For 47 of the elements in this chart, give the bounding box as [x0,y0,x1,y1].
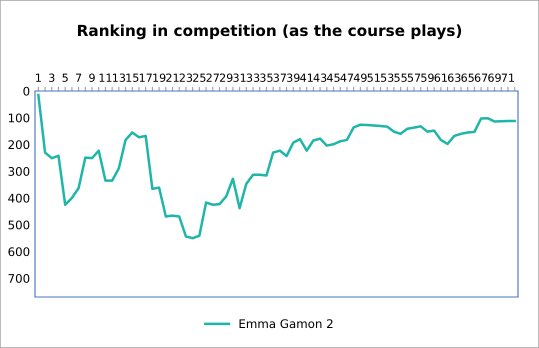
x-tick-label: 29 [220,74,232,82]
x-tick-label: 57 [408,74,420,82]
y-tick-label: 400 [8,194,30,203]
y-tick-label: 100 [8,113,30,122]
y-tick-label: 500 [8,220,30,230]
x-tick-label: 1 [36,74,41,82]
x-tick-label: 33 [246,74,260,82]
x-tick-label: 37 [274,74,286,82]
x-tick-label: 17 [140,74,152,82]
x-tick-label: 59 [421,74,434,82]
y-tick-label: 200 [8,140,30,150]
x-tick-label: 45 [326,74,340,82]
x-tick-label: 63 [448,74,460,82]
legend-label: Emma Gamon 2 [240,319,332,328]
x-tick-label: 23 [180,74,192,82]
x-tick-label: 55 [394,74,407,82]
x-tick-label: 25 [193,74,206,82]
x-tick-label: 43 [314,74,326,82]
x-tick-label: 49 [354,74,367,82]
x-tick-label: 69 [488,74,501,82]
x-tick-label: 65 [461,74,474,82]
x-tick-label: 5 [62,74,68,82]
x-tick-label: 61 [434,74,447,82]
x-tick-label: 67 [474,74,488,82]
x-tick-label: 11 [100,74,112,82]
x-tick-label: 41 [300,74,313,82]
x-tick-label: 27 [206,74,219,82]
x-tick-label: 21 [166,74,179,82]
x-tick-label: 15 [126,74,138,82]
x-tick-label: 19 [153,74,166,82]
chart-title: Ranking in competition (as the course plays) [78,24,462,40]
x-tick-label: 9 [89,74,95,82]
x-tick-label: 35 [260,74,273,82]
y-tick-label: 700 [8,274,30,283]
x-tick-label: 53 [380,74,394,82]
y-tick-label: 0 [23,86,30,96]
x-tick-label: 13 [113,74,126,82]
line-series [37,94,516,240]
y-tick-label: 600 [8,247,30,256]
y-tick-label: 300 [8,166,30,176]
x-tick-label: 7 [76,74,82,82]
x-tick-label: 31 [233,74,246,82]
x-tick-label: 51 [368,74,380,82]
x-tick-label: 47 [340,74,354,82]
x-tick-label: 3 [49,74,54,82]
x-tick-label: 39 [287,74,300,82]
x-tick-label: 71 [502,74,514,82]
